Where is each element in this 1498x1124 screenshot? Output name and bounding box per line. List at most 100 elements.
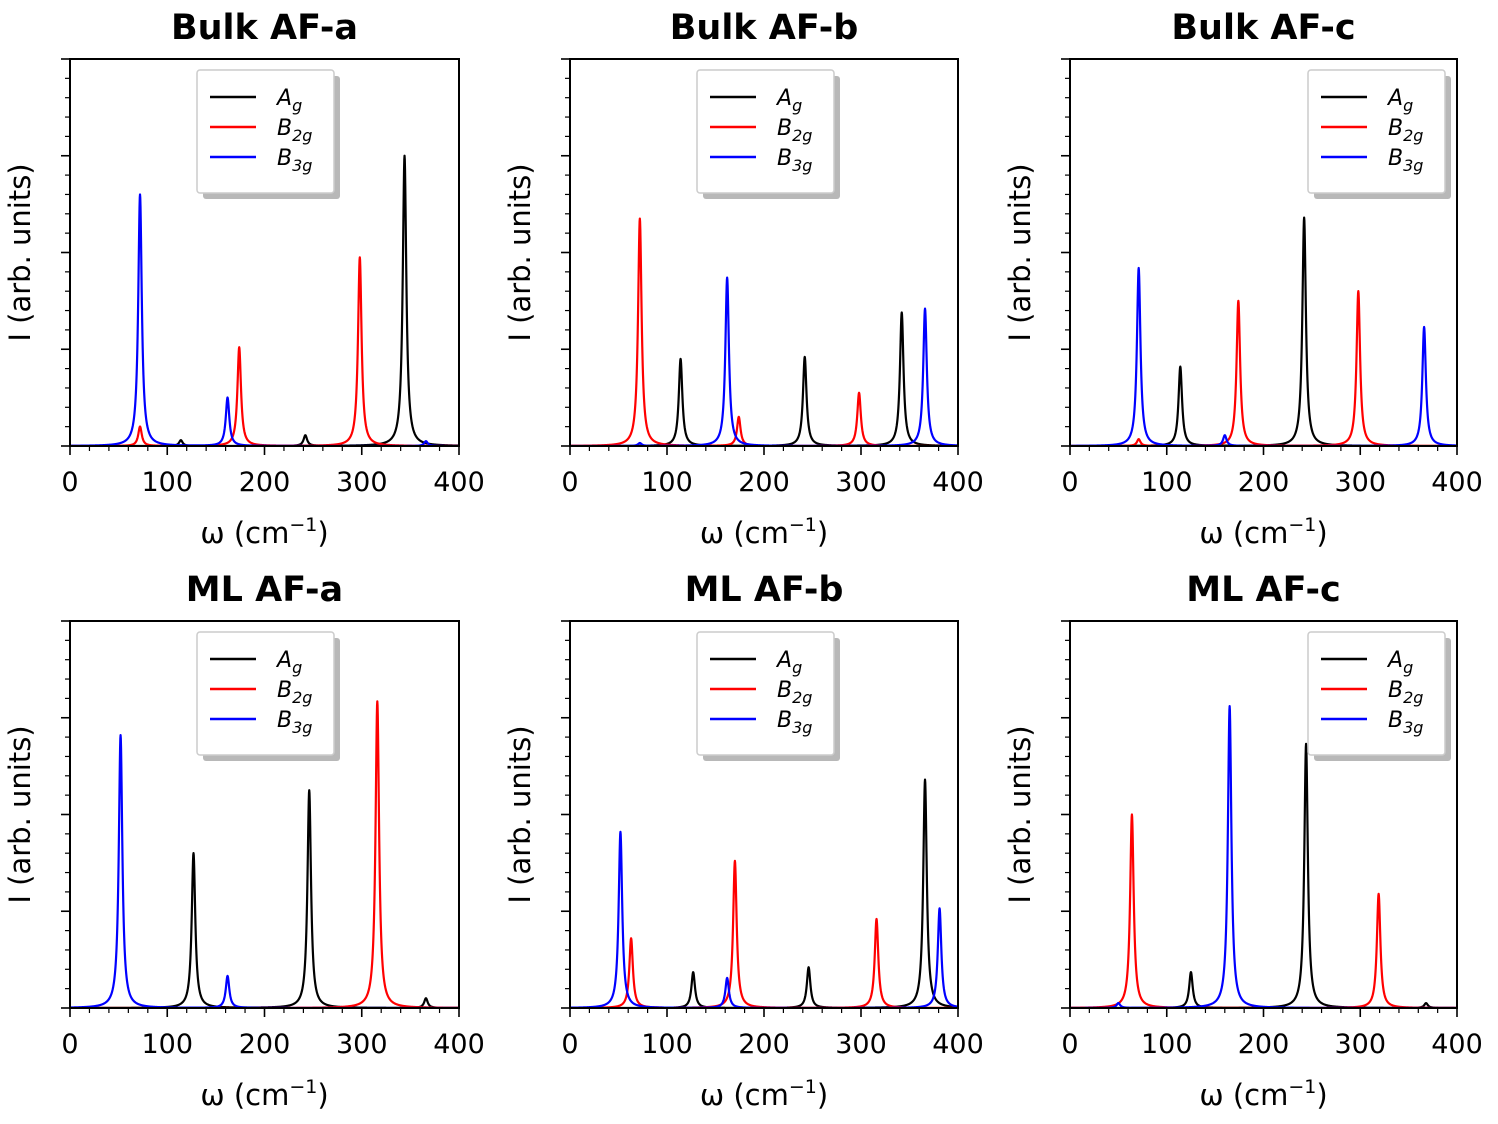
x-tick-label: 100 (641, 467, 693, 498)
y-axis-label: I (arb. units) (1003, 163, 1037, 341)
legend-label-0: Ag (775, 86, 802, 115)
x-tick-label: 400 (932, 467, 984, 498)
y-axis-label: I (arb. units) (3, 725, 37, 903)
legend-label-sub: 2g (792, 688, 812, 707)
x-tick-label: 400 (1431, 467, 1483, 498)
x-tick-label: 0 (61, 1029, 78, 1060)
x-axis-label-end: ) (817, 516, 828, 550)
x-axis-label-end: ) (817, 1078, 828, 1112)
series-line-B2g (1070, 813, 1457, 1008)
legend-label-2: B3g (1388, 146, 1423, 175)
legend-label-1: B2g (277, 116, 312, 145)
x-axis-label-main: ω (cm (200, 516, 289, 550)
legend-label-sub: 3g (792, 156, 812, 175)
legend-label-main: B (777, 116, 792, 141)
legend-label-main: B (1388, 146, 1403, 171)
x-axis-label-sup: −1 (789, 1076, 817, 1098)
x-axis-label-end: ) (317, 516, 328, 550)
plot-curves (1070, 216, 1457, 446)
legend-label-1: B2g (1388, 678, 1423, 707)
legend-label-main: A (775, 648, 792, 673)
x-tick-label: 100 (641, 1029, 693, 1060)
legend-label-2: B3g (777, 146, 812, 175)
legend-label-2: B3g (777, 708, 812, 737)
x-axis-label-main: ω (cm (1199, 1078, 1288, 1112)
x-tick-label: 200 (1238, 467, 1290, 498)
panel-title: ML AF-a (186, 570, 343, 610)
plot-curves (70, 154, 459, 446)
x-tick-label: 300 (835, 1029, 887, 1060)
x-axis-label-main: ω (cm (700, 516, 789, 550)
x-tick-label: 400 (433, 467, 485, 498)
legend-label-main: A (775, 86, 792, 111)
x-axis-label-sup: −1 (1288, 514, 1316, 536)
legend-label-sub: 3g (292, 156, 312, 175)
legend-label-main: B (277, 116, 292, 141)
plot-curves (570, 217, 958, 446)
x-tick-label: 100 (141, 1029, 193, 1060)
x-axis-label-sup: −1 (789, 514, 817, 536)
x-tick-label: 200 (239, 1029, 291, 1060)
series-line-B3g (70, 193, 459, 446)
legend-label-1: B2g (277, 678, 312, 707)
legend-label-sub: 3g (1403, 156, 1423, 175)
legend-label-sub: g (792, 658, 802, 677)
legend-label-main: B (277, 708, 292, 733)
x-axis-label: ω (cm−1) (700, 514, 828, 550)
legend-label-main: A (275, 648, 292, 673)
x-tick-label: 200 (1238, 1029, 1290, 1060)
legend-box (696, 69, 835, 194)
legend-label-main: B (277, 678, 292, 703)
panel-5: 0 100 200 300 400 ML AF-b ω (cm−1) I (arb. unit… (503, 570, 984, 1112)
legend-box (196, 69, 335, 194)
x-tick-label: 300 (835, 467, 887, 498)
panel-title: Bulk AF-a (171, 8, 358, 48)
series-line-Ag (70, 789, 459, 1008)
series-line-B2g (570, 859, 958, 1008)
legend-label-main: B (277, 146, 292, 171)
x-axis-label-end: ) (1316, 516, 1327, 550)
legend-label-1: B2g (777, 116, 812, 145)
x-axis-label: ω (cm−1) (200, 514, 328, 550)
x-axis-label-end: ) (1316, 1078, 1327, 1112)
x-tick-label: 400 (932, 1029, 984, 1060)
x-axis-label-sup: −1 (289, 1076, 317, 1098)
x-axis-label-sup: −1 (289, 514, 317, 536)
x-axis-label-main: ω (cm (1199, 516, 1288, 550)
x-tick-label: 300 (336, 1029, 388, 1060)
legend-label-0: Ag (275, 86, 302, 115)
x-axis-label-end: ) (317, 1078, 328, 1112)
x-axis-label: ω (cm−1) (1199, 1076, 1327, 1112)
legend-label-main: B (777, 678, 792, 703)
panel-title: ML AF-c (1186, 570, 1341, 610)
legend-label-sub: 2g (1403, 126, 1423, 145)
legend-label-sub: g (1403, 658, 1413, 677)
panel-6: 0 100 200 300 400 ML AF-c ω (cm−1) I (arb. unit… (1003, 570, 1483, 1112)
legend-box (1307, 69, 1446, 194)
x-tick-label: 300 (1334, 1029, 1386, 1060)
legend-label-sub: g (292, 658, 302, 677)
legend-label-main: A (275, 86, 292, 111)
panel-title: Bulk AF-b (670, 8, 859, 48)
x-axis-label-main: ω (cm (200, 1078, 289, 1112)
series-line-Ag (70, 154, 459, 446)
legend-label-2: B3g (277, 708, 312, 737)
legend-label-sub: 3g (292, 718, 312, 737)
panel-2: 0 100 200 300 400 Bulk AF-b ω (cm−1) I (arb. un… (503, 8, 984, 550)
legend-label-main: B (1388, 116, 1403, 141)
legend-label-main: A (1386, 648, 1403, 673)
y-axis-label: I (arb. units) (503, 163, 537, 341)
x-axis-label: ω (cm−1) (200, 1076, 328, 1112)
legend-label-1: B2g (1388, 116, 1423, 145)
legend-label-sub: 2g (292, 126, 312, 145)
y-axis-label: I (arb. units) (1003, 725, 1037, 903)
legend-label-main: A (1386, 86, 1403, 111)
legend-label-main: B (777, 708, 792, 733)
x-tick-label: 300 (1334, 467, 1386, 498)
x-tick-label: 200 (738, 467, 790, 498)
